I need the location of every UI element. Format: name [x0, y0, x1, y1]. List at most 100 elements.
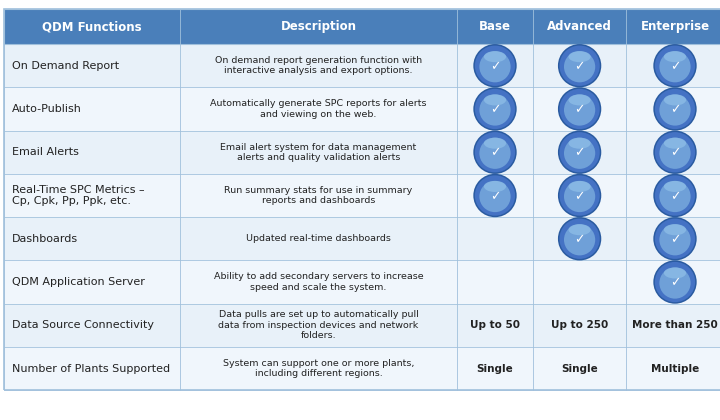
Ellipse shape: [475, 132, 516, 172]
Ellipse shape: [480, 51, 510, 82]
Text: On demand report generation function with
interactive analysis and export option: On demand report generation function wit…: [215, 56, 422, 76]
Text: Ability to add secondary servers to increase
speed and scale the system.: Ability to add secondary servers to incr…: [214, 272, 423, 292]
Ellipse shape: [559, 132, 600, 172]
Ellipse shape: [655, 175, 696, 215]
Text: Data Source Connectivity: Data Source Connectivity: [12, 320, 154, 330]
Bar: [4, 347, 720, 390]
Text: Single: Single: [561, 364, 598, 373]
Text: QDM Functions: QDM Functions: [42, 20, 142, 33]
Ellipse shape: [569, 94, 590, 105]
Ellipse shape: [569, 181, 590, 192]
Text: ✓: ✓: [490, 147, 500, 160]
Ellipse shape: [559, 89, 600, 129]
Text: ✓: ✓: [490, 190, 500, 203]
Ellipse shape: [564, 51, 595, 82]
Ellipse shape: [664, 94, 686, 105]
Ellipse shape: [564, 94, 595, 126]
Ellipse shape: [564, 181, 595, 212]
Text: Single: Single: [477, 364, 513, 373]
Ellipse shape: [484, 94, 506, 105]
Ellipse shape: [655, 45, 696, 86]
Bar: [4, 44, 720, 87]
Ellipse shape: [660, 94, 690, 126]
Ellipse shape: [653, 174, 697, 217]
Bar: [4, 304, 720, 347]
Ellipse shape: [653, 217, 697, 260]
Ellipse shape: [655, 218, 696, 259]
Ellipse shape: [558, 131, 601, 174]
Ellipse shape: [475, 175, 516, 215]
Text: ✓: ✓: [670, 60, 680, 73]
Bar: [4, 87, 720, 131]
Ellipse shape: [473, 44, 517, 87]
Ellipse shape: [480, 138, 510, 169]
Ellipse shape: [660, 51, 690, 82]
Ellipse shape: [559, 175, 600, 215]
Text: ✓: ✓: [490, 103, 500, 116]
Text: Multiple: Multiple: [651, 364, 699, 373]
Ellipse shape: [664, 224, 686, 235]
Text: ✓: ✓: [670, 147, 680, 160]
Text: ✓: ✓: [575, 190, 585, 203]
Bar: [4, 217, 720, 260]
Ellipse shape: [569, 138, 590, 149]
Ellipse shape: [653, 44, 697, 87]
Ellipse shape: [475, 45, 516, 86]
Ellipse shape: [558, 174, 601, 217]
Ellipse shape: [664, 138, 686, 149]
Ellipse shape: [655, 262, 696, 302]
Ellipse shape: [660, 138, 690, 169]
Ellipse shape: [664, 51, 686, 62]
Bar: [4, 174, 720, 217]
Text: Data pulls are set up to automatically pull
data from inspection devices and net: Data pulls are set up to automatically p…: [218, 310, 419, 340]
Text: Description: Description: [281, 20, 356, 33]
Text: Automatically generate SPC reports for alerts
and viewing on the web.: Automatically generate SPC reports for a…: [210, 99, 427, 119]
Text: Up to 50: Up to 50: [470, 320, 520, 330]
Ellipse shape: [558, 217, 601, 260]
Text: Base: Base: [479, 20, 511, 33]
Ellipse shape: [473, 174, 517, 217]
Ellipse shape: [558, 87, 601, 131]
Text: Up to 250: Up to 250: [551, 320, 608, 330]
Ellipse shape: [473, 87, 517, 131]
Ellipse shape: [655, 89, 696, 129]
Ellipse shape: [660, 224, 690, 255]
Text: ✓: ✓: [670, 233, 680, 246]
Text: ✓: ✓: [575, 103, 585, 116]
Ellipse shape: [664, 181, 686, 192]
Ellipse shape: [558, 44, 601, 87]
Ellipse shape: [564, 224, 595, 255]
Text: Updated real-time dashboards: Updated real-time dashboards: [246, 234, 391, 243]
Text: ✓: ✓: [670, 190, 680, 203]
Bar: [4, 9, 720, 44]
Ellipse shape: [473, 131, 517, 174]
Ellipse shape: [484, 51, 506, 62]
Text: ✓: ✓: [670, 103, 680, 116]
Ellipse shape: [660, 181, 690, 212]
Text: ✓: ✓: [575, 233, 585, 246]
Text: Dashboards: Dashboards: [12, 234, 78, 244]
Ellipse shape: [480, 94, 510, 126]
Text: ✓: ✓: [575, 147, 585, 160]
Ellipse shape: [475, 89, 516, 129]
Ellipse shape: [484, 181, 506, 192]
Ellipse shape: [480, 181, 510, 212]
Text: Real-Time SPC Metrics –
Cp, Cpk, Pp, Ppk, etc.: Real-Time SPC Metrics – Cp, Cpk, Pp, Ppk…: [12, 185, 145, 206]
Ellipse shape: [653, 260, 697, 304]
Ellipse shape: [559, 218, 600, 259]
Text: System can support one or more plants,
including different regions.: System can support one or more plants, i…: [223, 359, 414, 378]
Ellipse shape: [569, 224, 590, 235]
Ellipse shape: [564, 138, 595, 169]
Bar: [4, 260, 720, 304]
Text: Auto-Publish: Auto-Publish: [12, 104, 82, 114]
Text: Email alert system for data management
alerts and quality validation alerts: Email alert system for data management a…: [220, 142, 417, 162]
Text: ✓: ✓: [670, 276, 680, 289]
Text: Email Alerts: Email Alerts: [12, 147, 79, 157]
Text: ✓: ✓: [490, 60, 500, 73]
Bar: [4, 131, 720, 174]
Ellipse shape: [559, 45, 600, 86]
Text: ✓: ✓: [575, 60, 585, 73]
Ellipse shape: [653, 131, 697, 174]
Text: Run summary stats for use in summary
reports and dashboards: Run summary stats for use in summary rep…: [225, 186, 413, 205]
Text: QDM Application Server: QDM Application Server: [12, 277, 145, 287]
